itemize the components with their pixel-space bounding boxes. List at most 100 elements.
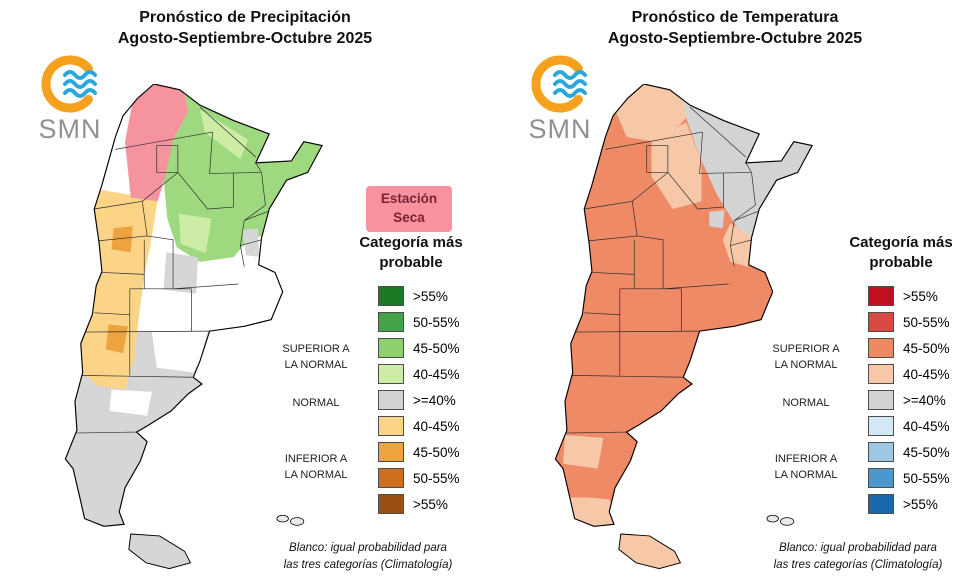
group-label-normal: NORMAL bbox=[292, 397, 340, 409]
legend-title: Categoría más probable bbox=[849, 234, 953, 271]
legend-swatch bbox=[378, 312, 404, 332]
legend-item: 40-45% bbox=[868, 416, 950, 436]
logo-wave-3 bbox=[63, 88, 97, 98]
region-gray-sanluis bbox=[163, 252, 199, 294]
region-light-entrerios bbox=[722, 223, 752, 267]
title-line1: Pronóstico de Precipitación bbox=[139, 9, 351, 26]
region-white-rionegro bbox=[151, 331, 208, 373]
legend-label: >55% bbox=[413, 288, 448, 304]
smn-logo-text: SMN bbox=[38, 114, 102, 144]
region-gray-speck-cordoba bbox=[709, 209, 725, 229]
group-label-above-normal: SUPERIOR A LA NORMAL bbox=[772, 343, 840, 371]
logo-wave-3 bbox=[553, 88, 587, 98]
legend-label: 45-50% bbox=[903, 340, 950, 356]
logo-wave-1 bbox=[553, 70, 587, 80]
title-line2: Agosto-Septiembre-Octubre 2025 bbox=[607, 29, 863, 47]
title-line2: Agosto-Septiembre-Octubre 2025 bbox=[117, 29, 373, 47]
region-light-santacruz bbox=[563, 434, 604, 469]
legend-label: 45-50% bbox=[413, 444, 460, 460]
smn-logo-icon bbox=[41, 55, 97, 113]
smn-logo-icon bbox=[531, 55, 587, 113]
logo-wave-2 bbox=[63, 79, 97, 89]
legend-precipitation: >55% 50-55% 45-50% 40-45% >=40% 40-45% 45-50% 5… bbox=[378, 286, 460, 520]
legend-swatch bbox=[378, 286, 404, 306]
malvinas-island-west bbox=[276, 514, 289, 523]
legend-swatch bbox=[378, 338, 404, 358]
climatology-footnote: Blanco: igual probabilidad para las tres… bbox=[773, 542, 943, 572]
legend-item: >55% bbox=[378, 286, 460, 306]
legend-swatch bbox=[868, 494, 894, 514]
region-orange-west bbox=[80, 189, 158, 390]
legend-item: 50-55% bbox=[868, 468, 950, 488]
region-green-light-cordoba bbox=[178, 213, 212, 254]
group-label-below-normal: INFERIOR A LA NORMAL bbox=[774, 453, 838, 481]
climatology-footnote: Blanco: igual probabilidad para las tres… bbox=[283, 542, 453, 572]
legend-swatch bbox=[378, 468, 404, 488]
logo-ring bbox=[531, 55, 583, 113]
legend-item: >55% bbox=[378, 494, 460, 514]
region-tierra-del-fuego bbox=[618, 533, 681, 570]
group-label-below-normal: INFERIOR A LA NORMAL bbox=[284, 453, 348, 481]
dry-season-badge: Estación Seca bbox=[366, 186, 452, 232]
legend-label: 50-55% bbox=[903, 314, 950, 330]
legend-label: 45-50% bbox=[903, 444, 950, 460]
legend-label: >55% bbox=[413, 496, 448, 512]
legend-label: 40-45% bbox=[903, 366, 950, 382]
legend-swatch bbox=[868, 312, 894, 332]
legend-item: >55% bbox=[868, 286, 950, 306]
legend-swatch bbox=[868, 364, 894, 384]
legend-item: >=40% bbox=[868, 390, 950, 410]
legend-item: 50-55% bbox=[378, 312, 460, 332]
region-light-santiago bbox=[651, 122, 702, 209]
legend-label: 40-45% bbox=[903, 418, 950, 434]
group-label-normal: NORMAL bbox=[782, 397, 830, 409]
malvinas-island-west bbox=[766, 514, 779, 523]
legend-swatch bbox=[868, 416, 894, 436]
legend-label: 40-45% bbox=[413, 366, 460, 382]
legend-item: 45-50% bbox=[868, 442, 950, 462]
logo-wave-1 bbox=[63, 70, 97, 80]
argentina-map-precipitation bbox=[64, 84, 323, 570]
logo-wave-2 bbox=[553, 79, 587, 89]
smn-logo: SMN bbox=[516, 52, 604, 145]
legend-swatch bbox=[378, 442, 404, 462]
legend-swatch bbox=[868, 442, 894, 462]
legend-swatch bbox=[378, 390, 404, 410]
legend-swatch bbox=[868, 286, 894, 306]
legend-item: >=40% bbox=[378, 390, 460, 410]
region-white-chubut bbox=[109, 389, 152, 416]
legend-swatch bbox=[378, 416, 404, 436]
legend-item: 45-50% bbox=[378, 442, 460, 462]
legend-item: 40-45% bbox=[868, 364, 950, 384]
legend-temperature: >55% 50-55% 45-50% 40-45% >=40% 40-45% 45-50% 5… bbox=[868, 286, 950, 520]
legend-swatch bbox=[868, 338, 894, 358]
legend-item: >55% bbox=[868, 494, 950, 514]
precipitation-panel-title: Pronóstico de Precipitación Agosto-Septi… bbox=[0, 8, 490, 50]
legend-swatch bbox=[378, 494, 404, 514]
precipitation-panel: Pronóstico de Precipitación Agosto-Septi… bbox=[0, 0, 490, 581]
legend-item: 50-55% bbox=[378, 468, 460, 488]
legend-item: 40-45% bbox=[378, 416, 460, 436]
malvinas-island-east bbox=[779, 517, 795, 526]
legend-label: >55% bbox=[903, 496, 938, 512]
legend-label: 50-55% bbox=[903, 470, 950, 486]
region-tierra-del-fuego bbox=[128, 533, 191, 570]
malvinas-island-east bbox=[289, 517, 305, 526]
legend-item: 40-45% bbox=[378, 364, 460, 384]
temperature-panel: Pronóstico de Temperatura Agosto-Septiem… bbox=[490, 0, 980, 581]
legend-title: Categoría más probable bbox=[359, 234, 463, 271]
logo-ring bbox=[41, 55, 93, 113]
group-label-above-normal: SUPERIOR A LA NORMAL bbox=[282, 343, 350, 371]
legend-label: 50-55% bbox=[413, 470, 460, 486]
legend-item: 50-55% bbox=[868, 312, 950, 332]
legend-label: >55% bbox=[903, 288, 938, 304]
legend-swatch bbox=[868, 468, 894, 488]
title-line1: Pronóstico de Temperatura bbox=[631, 9, 839, 26]
legend-swatch bbox=[378, 364, 404, 384]
legend-label: 50-55% bbox=[413, 314, 460, 330]
argentina-map-temperature bbox=[554, 84, 813, 570]
temperature-panel-title: Pronóstico de Temperatura Agosto-Septiem… bbox=[490, 8, 980, 50]
legend-label: >=40% bbox=[903, 392, 946, 408]
region-green-light-formosa bbox=[200, 109, 249, 159]
